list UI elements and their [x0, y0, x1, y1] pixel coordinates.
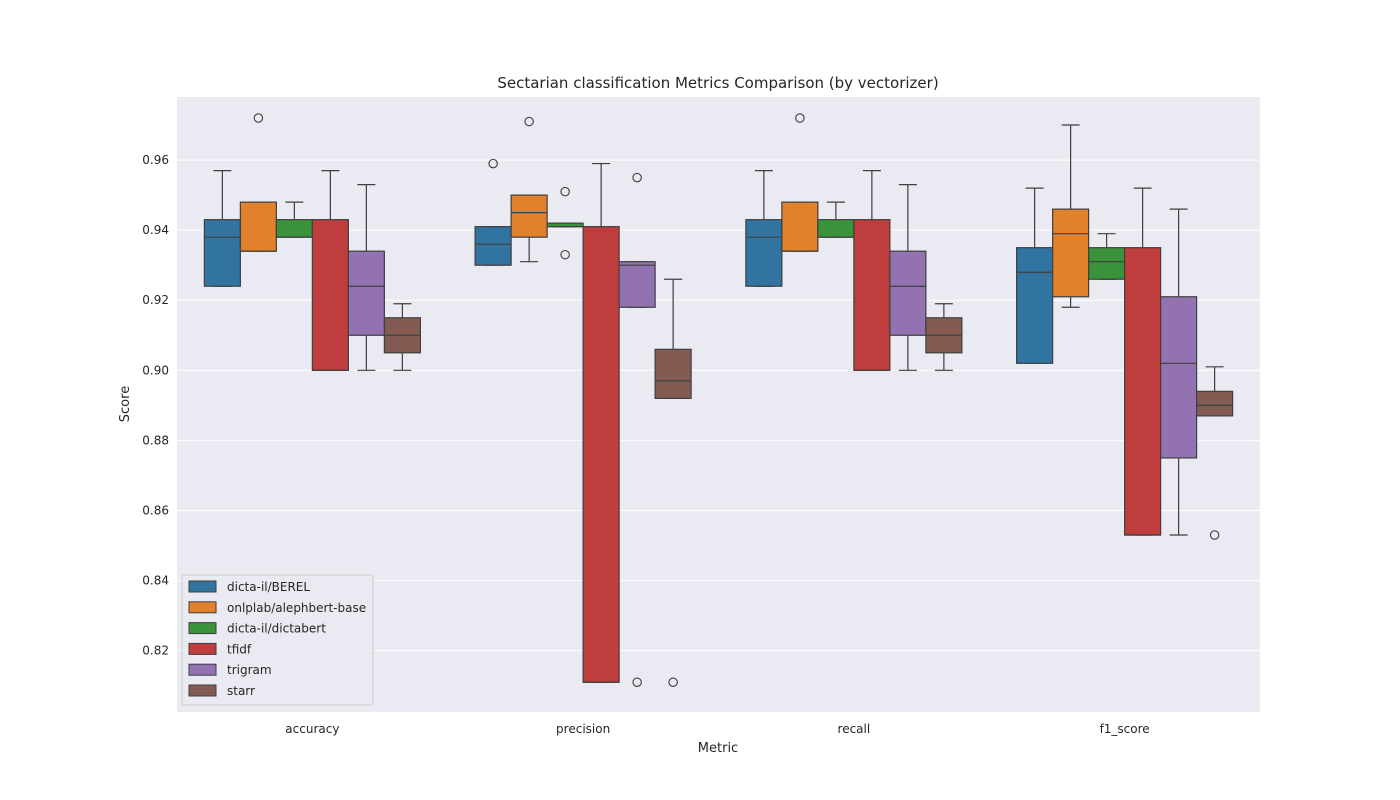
iqr-box [1124, 247, 1162, 536]
iqr-box [654, 348, 692, 399]
box-f1_score-5 [1196, 366, 1234, 540]
legend-label: tfidf [227, 642, 252, 656]
outlier-point [1209, 530, 1220, 540]
iqr-box [1160, 296, 1198, 459]
y-tick-label: 0.82 [142, 644, 169, 658]
box-recall-5 [925, 303, 963, 371]
box-precision-1 [510, 116, 548, 263]
legend: dicta-il/BEREL onlplab/alephbert-base dict… [181, 574, 374, 706]
box-f1_score-0 [1016, 187, 1054, 364]
x-tick-label: f1_score [1100, 722, 1150, 736]
iqr-box [853, 219, 891, 371]
y-tick-label: 0.84 [142, 574, 169, 588]
box-f1_score-4 [1160, 208, 1198, 536]
iqr-box [582, 226, 620, 683]
iqr-box [889, 250, 927, 336]
box-precision-0 [474, 158, 512, 266]
legend-frame [181, 574, 374, 706]
box-accuracy-3 [311, 169, 349, 371]
iqr-box [1088, 247, 1126, 280]
outlier-point [253, 113, 264, 123]
legend-label: trigram [227, 663, 272, 677]
box-accuracy-4 [347, 184, 385, 371]
legend-swatch [188, 601, 217, 614]
box-precision-2 [546, 186, 584, 260]
x-tick-label: recall [838, 722, 871, 736]
outlier-point [795, 113, 805, 123]
x-tick-label: accuracy [285, 722, 339, 736]
iqr-box [1052, 208, 1090, 298]
y-tick-label: 0.96 [142, 153, 169, 167]
legend-label: dicta-il/BEREL [227, 580, 310, 594]
x-axis-label: Metric [698, 741, 738, 756]
box-f1_score-1 [1052, 124, 1090, 308]
chart-title: Sectarian classification Metrics Compari… [497, 74, 938, 92]
box-accuracy-2 [275, 201, 313, 238]
y-tick-label: 0.92 [142, 293, 169, 307]
iqr-box [203, 219, 241, 287]
iqr-box [311, 219, 349, 371]
iqr-box [1196, 390, 1234, 417]
outlier-point [632, 677, 642, 687]
y-axis-label: Score [118, 386, 133, 422]
iqr-box [745, 219, 783, 287]
legend-label: starr [227, 684, 255, 698]
outlier-point [632, 172, 642, 183]
y-axis-ticks: 0.82 0.84 0.86 0.88 0.90 0.92 0.94 0.96 [142, 153, 169, 658]
box-f1_score-3 [1124, 187, 1162, 536]
legend-swatch [188, 684, 217, 697]
box-plots [203, 113, 1234, 687]
iqr-box [474, 226, 512, 266]
y-tick-label: 0.86 [142, 504, 169, 518]
outlier-point [524, 116, 534, 127]
legend-swatch [188, 580, 217, 593]
iqr-box [347, 250, 385, 336]
legend-label: dicta-il/dictabert [227, 622, 326, 636]
y-tick-label: 0.94 [142, 223, 169, 237]
legend-swatch [188, 663, 217, 676]
iqr-box [781, 201, 819, 252]
iqr-box [817, 219, 855, 238]
box-accuracy-0 [203, 169, 241, 287]
legend-label: onlplab/alephbert-base [227, 601, 366, 615]
box-accuracy-1 [239, 113, 277, 252]
box-recall-4 [889, 184, 927, 371]
legend-swatch [188, 622, 217, 635]
legend-swatch [188, 642, 217, 655]
outlier-point [668, 677, 678, 687]
outlier-point [488, 158, 498, 169]
y-tick-label: 0.90 [142, 363, 169, 377]
iqr-box [510, 194, 548, 238]
y-tick-label: 0.88 [142, 433, 169, 447]
x-axis-ticks: accuracy precision recall f1_score [285, 722, 1149, 736]
box-accuracy-5 [383, 303, 421, 371]
box-precision-5 [654, 278, 692, 687]
box-recall-3 [853, 169, 891, 371]
iqr-box [275, 219, 313, 238]
box-recall-0 [745, 169, 783, 287]
outlier-point [560, 249, 570, 260]
iqr-box [239, 201, 277, 252]
iqr-box [618, 261, 656, 308]
iqr-box [1016, 247, 1054, 364]
box-precision-3 [582, 162, 620, 683]
outlier-point [560, 186, 570, 197]
x-tick-label: precision [556, 722, 610, 736]
box-recall-1 [781, 113, 819, 252]
box-precision-4 [618, 172, 656, 687]
